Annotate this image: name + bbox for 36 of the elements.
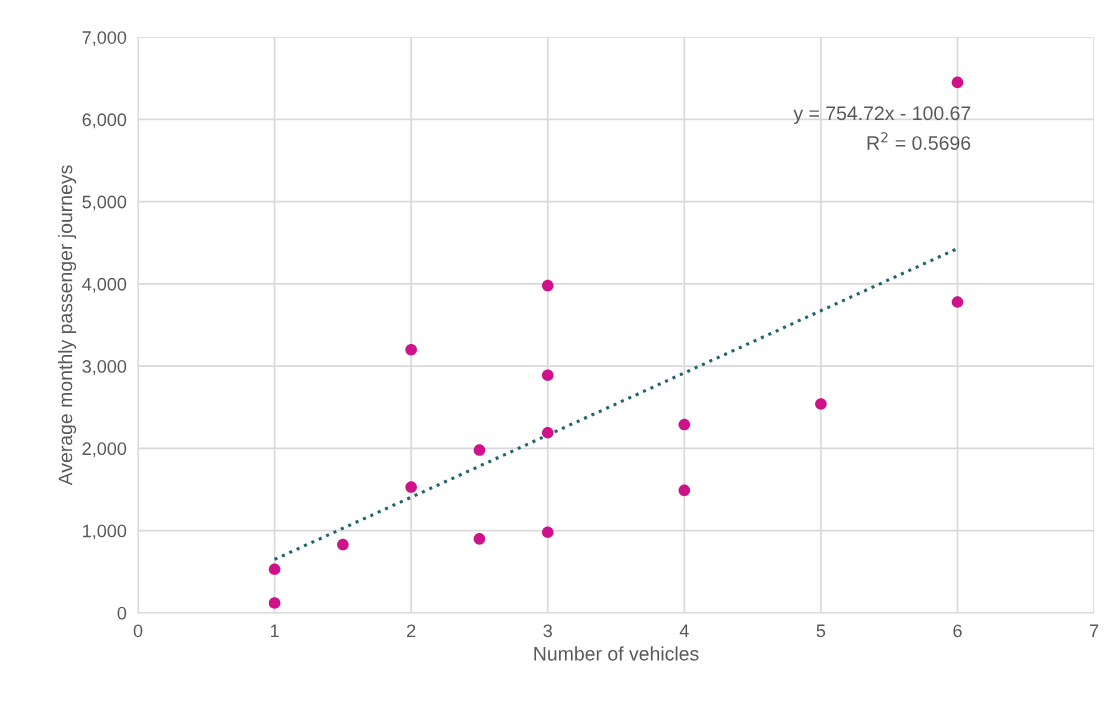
point (541, 526, 554, 539)
annotation: y = 754.72x - 100.67 (793, 106, 971, 124)
x-tick-label: 7 (1089, 624, 1099, 638)
y-tick-label: 1,000 (83, 524, 127, 540)
y-tick-label: 4,000 (82, 277, 127, 293)
x-tick-label: 4 (679, 624, 689, 638)
point (337, 538, 349, 551)
point (541, 369, 554, 381)
y-tick-label: 2,000 (82, 442, 127, 458)
x-axis-title: Number of vehicles (534, 646, 699, 661)
x-tick-label: 5 (816, 624, 826, 638)
point (678, 484, 691, 497)
point (405, 343, 417, 356)
y-tick-label: 3,000 (82, 360, 127, 375)
x-tick-label: 6 (953, 624, 962, 638)
point (268, 563, 281, 576)
annotation: R$^{2}$ = 0.5696 (867, 132, 971, 150)
y-tick-label: 7,000 (82, 31, 127, 47)
x-tick-label: 0 (133, 624, 143, 638)
y-tick-label: 6,000 (82, 113, 127, 129)
point (541, 426, 554, 439)
point (473, 444, 486, 456)
point (473, 533, 486, 545)
x-tick-label: 2 (407, 624, 416, 638)
point (951, 296, 964, 308)
y-axis-title: Average monthly passenger journeys (58, 165, 77, 486)
point (815, 398, 827, 410)
point (541, 279, 554, 292)
point (678, 418, 691, 431)
y-tick-label: 5,000 (82, 195, 127, 211)
point (951, 76, 964, 89)
y-tick-label: 0 (117, 606, 127, 620)
point (268, 597, 281, 609)
x-tick-label: 3 (543, 624, 552, 638)
point (405, 481, 417, 493)
x-tick-label: 1 (270, 624, 279, 638)
